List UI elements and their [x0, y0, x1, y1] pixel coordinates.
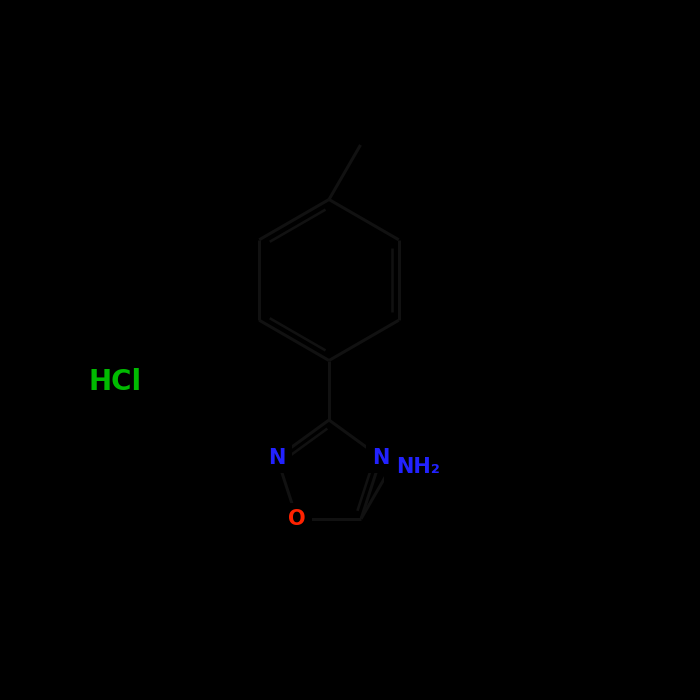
- Text: NH₂: NH₂: [396, 457, 440, 477]
- Text: O: O: [288, 509, 306, 528]
- Bar: [281, 503, 312, 534]
- Text: HCl: HCl: [89, 368, 142, 395]
- Bar: [365, 442, 396, 473]
- Text: N: N: [372, 448, 390, 468]
- Bar: [262, 442, 293, 473]
- Text: N: N: [268, 448, 286, 468]
- Bar: [384, 447, 451, 486]
